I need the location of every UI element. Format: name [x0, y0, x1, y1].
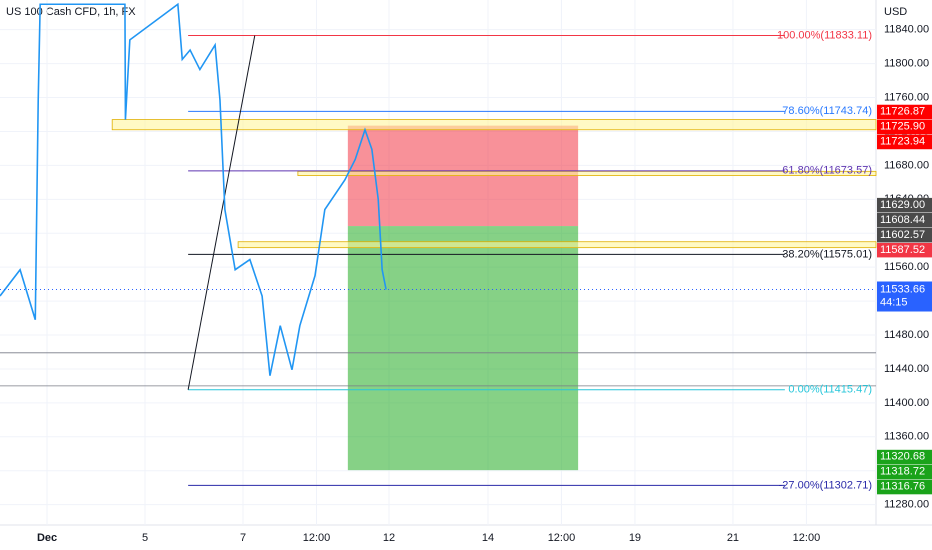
price-label: 11316.76: [880, 481, 925, 493]
x-tick-label: 14: [482, 532, 494, 544]
price-label-box: [877, 479, 932, 495]
price-label-box: [877, 212, 932, 228]
fib-label: 100.00%(11833.11): [777, 29, 872, 41]
price-label-box: [877, 449, 932, 465]
price-label: 11726.87: [880, 106, 925, 118]
price-label-box: [877, 227, 932, 243]
fib-label: -27.00%(11302.71): [779, 479, 872, 491]
price-label: 11320.68: [880, 451, 925, 463]
x-tick-label: 19: [629, 532, 641, 544]
fib-label: 0.00%(11415.47): [788, 384, 872, 396]
price-label: 11725.90: [880, 121, 925, 133]
y-tick-label: 11480.00: [884, 329, 929, 341]
x-tick-label: 12: [383, 532, 395, 544]
price-label: 11602.57: [880, 229, 925, 241]
last-price-label: 11533.66: [880, 283, 925, 295]
target-zone: [347, 226, 579, 471]
zone: [111, 119, 877, 131]
fib-label: 78.60%(11743.74): [782, 105, 872, 117]
y-tick-label: 11680.00: [884, 159, 929, 171]
y-tick-label: 11840.00: [884, 24, 929, 36]
y-tick-label: 11280.00: [884, 499, 929, 511]
x-tick-label: 7: [240, 532, 246, 544]
x-tick-label: 12:00: [793, 532, 821, 544]
fib-label: 61.80%(11673.57): [782, 165, 872, 177]
x-tick-label: 12:00: [303, 532, 331, 544]
zone: [237, 241, 877, 249]
y-tick-label: 11800.00: [884, 58, 929, 70]
y-tick-label: 11360.00: [884, 431, 929, 443]
x-tick-label: 21: [727, 532, 739, 544]
fib-label: 38.20%(11575.01): [782, 248, 872, 260]
currency-label: USD: [884, 6, 907, 18]
price-label-box: [877, 119, 932, 135]
last-price-box: [877, 281, 932, 312]
x-tick-label: 5: [142, 532, 148, 544]
price-label-box: [877, 104, 932, 120]
y-tick-label: 11560.00: [884, 261, 929, 273]
price-label: 11608.44: [880, 214, 925, 226]
last-price-timer: 44:15: [880, 296, 908, 308]
y-tick-label: 11400.00: [884, 397, 929, 409]
price-label-box: [877, 134, 932, 150]
price-label: 11629.00: [880, 199, 925, 211]
y-tick-label: 11760.00: [884, 91, 929, 103]
price-label: 11587.52: [880, 244, 925, 256]
price-label-box: [877, 242, 932, 258]
price-line: [0, 2, 387, 376]
chart-title: US 100 Cash CFD, 1h, FX: [6, 6, 136, 18]
x-tick-label: 12:00: [548, 532, 576, 544]
price-label: 11318.72: [880, 466, 925, 478]
price-label: 11723.94: [880, 136, 925, 148]
trend-line: [187, 35, 256, 390]
x-tick-label: Dec: [37, 532, 57, 544]
price-label-box: [877, 197, 932, 213]
price-label-box: [877, 464, 932, 480]
y-tick-label: 11440.00: [884, 363, 929, 375]
